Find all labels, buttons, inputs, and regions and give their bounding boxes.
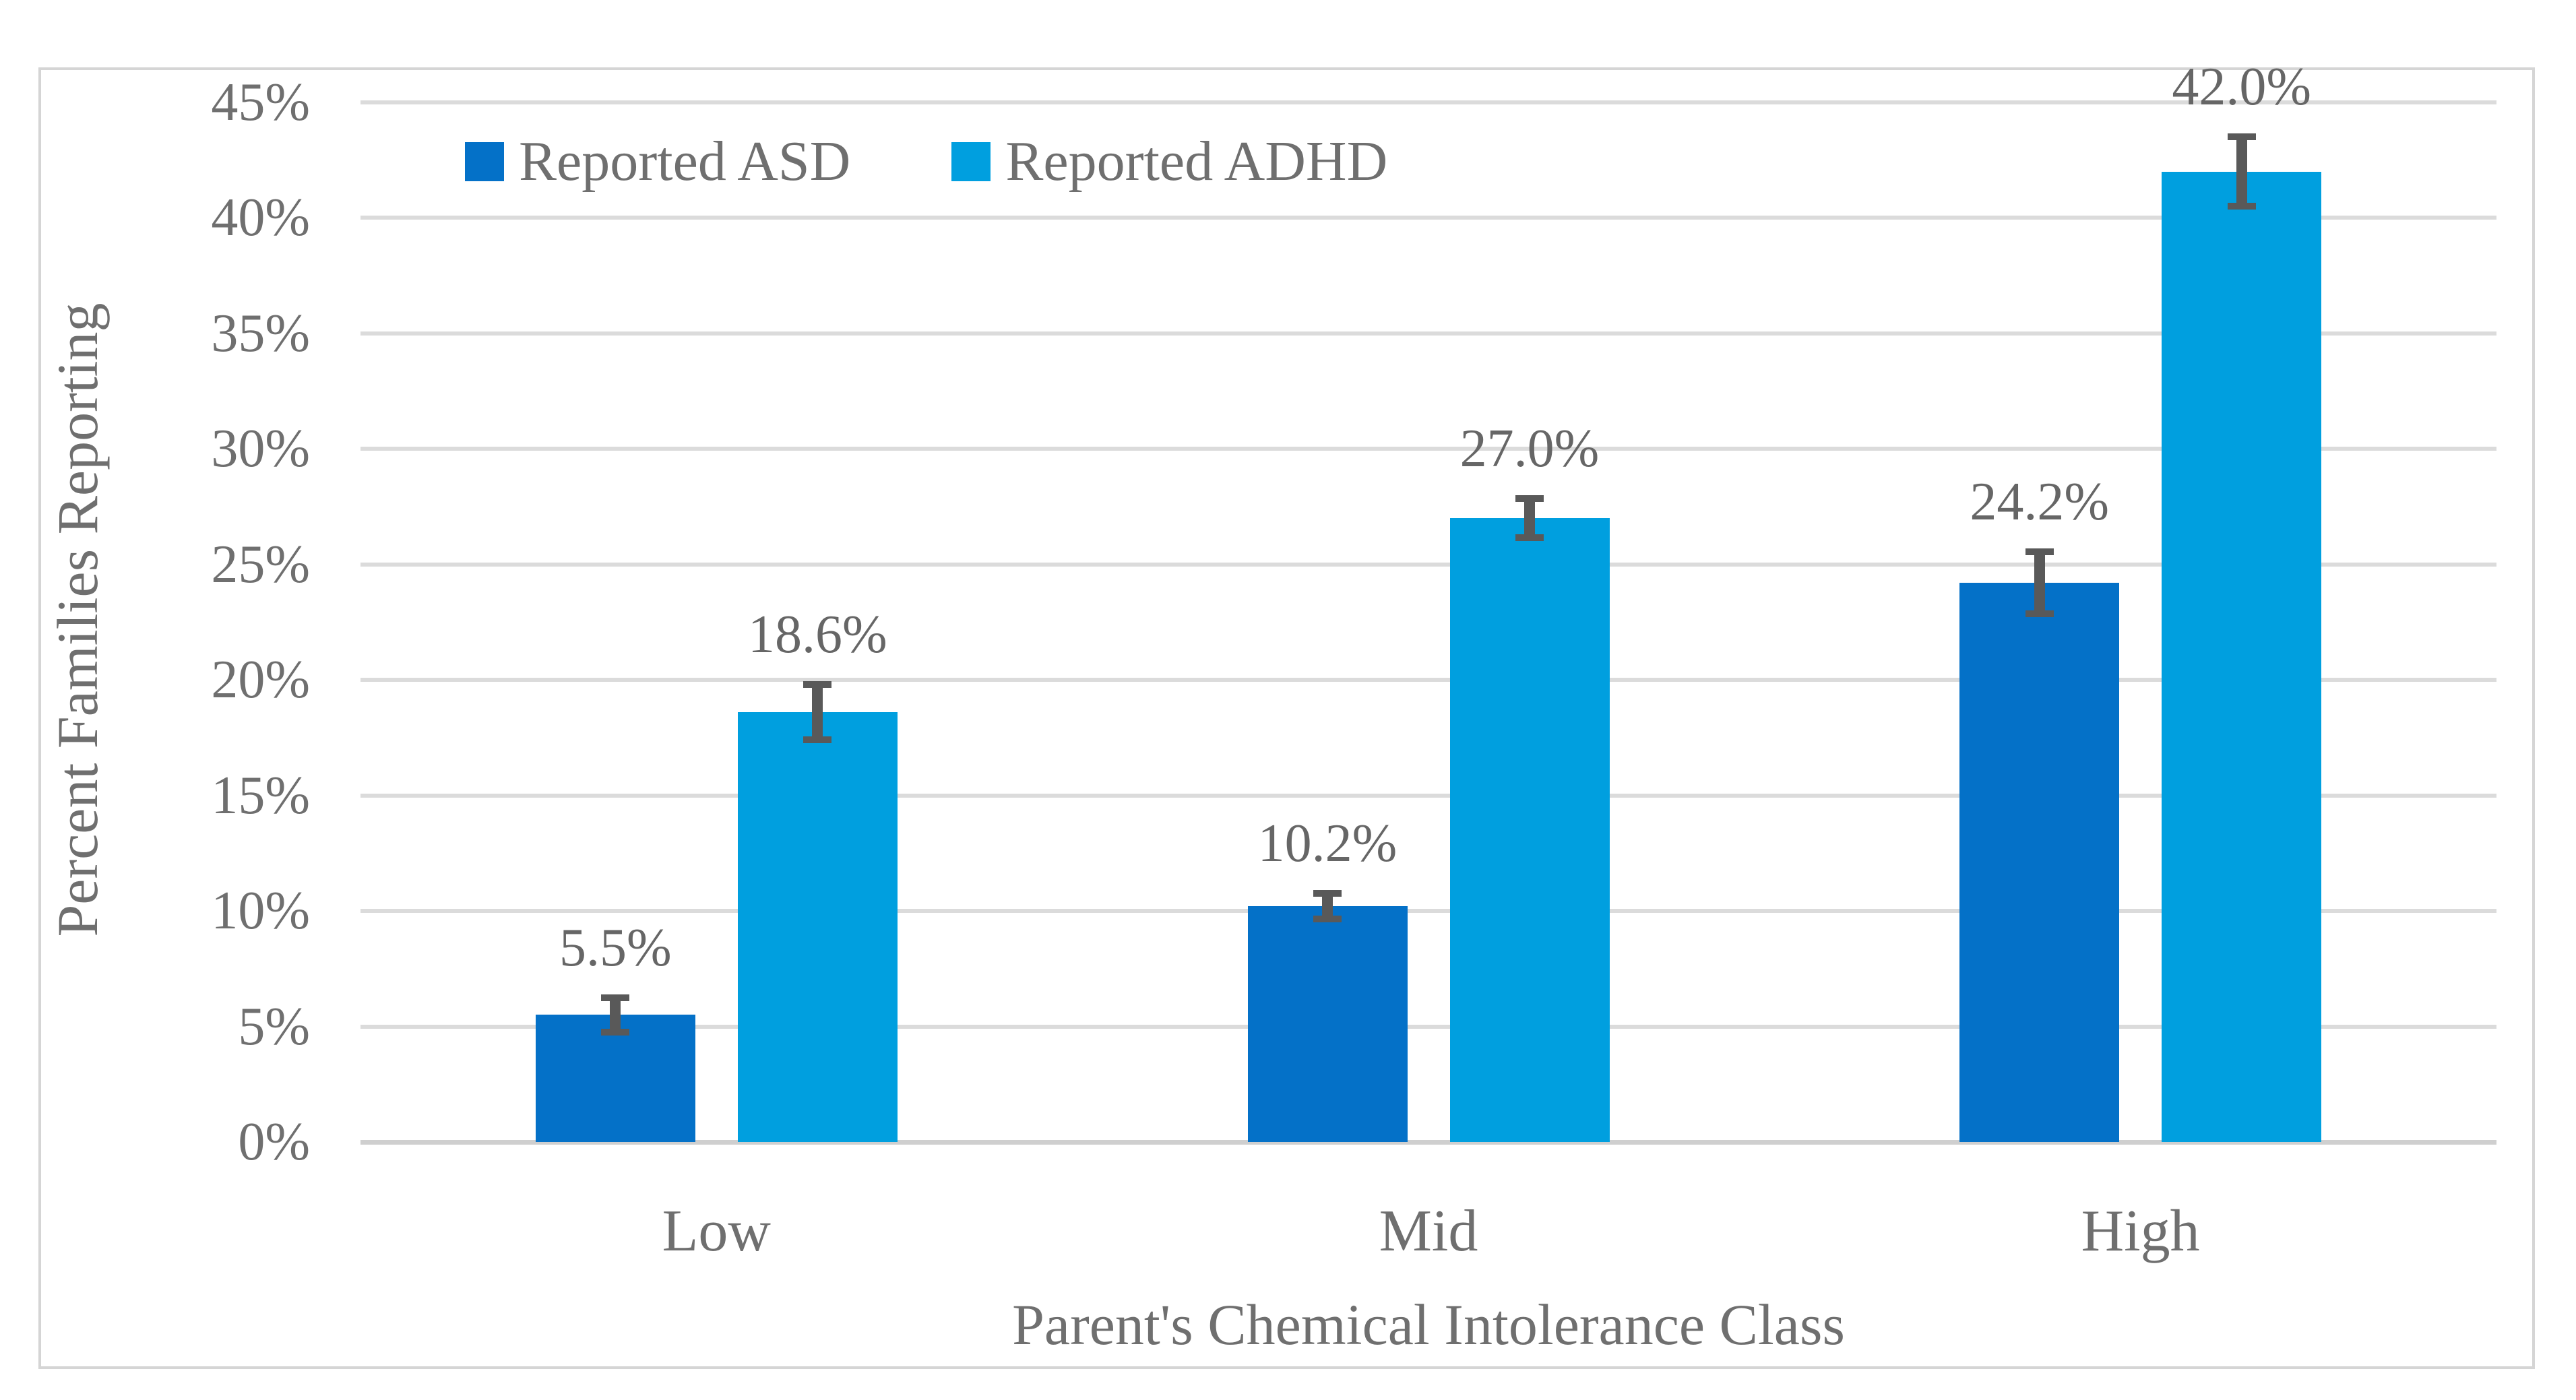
x-category-label-high: High xyxy=(2081,1199,2200,1264)
gridline-25 xyxy=(360,562,2496,567)
error-bar-cap-top xyxy=(803,681,832,689)
legend-label: Reported ASD xyxy=(519,130,851,193)
bar-reported-adhd-low xyxy=(737,712,898,1142)
legend-marker-icon xyxy=(951,142,991,181)
error-bar-cap-top xyxy=(2227,133,2256,141)
bar-reported-asd-low xyxy=(535,1015,695,1142)
gridline-0 xyxy=(360,1140,2496,1145)
error-bar-stem xyxy=(1524,499,1535,538)
x-category-label-mid: Mid xyxy=(1379,1199,1478,1264)
error-bar-cap-bottom xyxy=(601,1029,630,1036)
gridline-30 xyxy=(360,447,2496,451)
error-bar-stem xyxy=(610,997,621,1033)
y-tick-label: 20% xyxy=(211,650,310,710)
bar-reported-asd-mid xyxy=(1247,906,1408,1142)
gridline-10 xyxy=(360,909,2496,914)
y-tick-label: 10% xyxy=(211,881,310,941)
y-tick-label: 0% xyxy=(238,1112,310,1172)
error-bar-cap-top xyxy=(1313,890,1342,897)
y-tick-label: 25% xyxy=(211,534,310,594)
legend-item-reported-adhd: Reported ADHD xyxy=(951,129,1387,194)
error-bar-cap-bottom xyxy=(803,736,832,744)
error-bar-stem xyxy=(812,685,823,740)
error-bar-cap-top xyxy=(601,994,630,1001)
legend-marker-icon xyxy=(465,142,504,181)
gridline-40 xyxy=(360,216,2496,220)
error-bar-cap-bottom xyxy=(1515,534,1544,542)
x-category-label-low: Low xyxy=(662,1199,771,1264)
error-bar-stem xyxy=(2034,551,2045,614)
error-bar-cap-bottom xyxy=(2227,203,2256,210)
legend-label: Reported ADHD xyxy=(1005,130,1388,193)
gridline-5 xyxy=(360,1024,2496,1029)
gridline-45 xyxy=(360,100,2496,104)
y-tick-label: 45% xyxy=(211,73,310,132)
bar-reported-adhd-mid xyxy=(1449,518,1610,1142)
data-label: 24.2% xyxy=(1970,472,2109,532)
data-label: 27.0% xyxy=(1459,419,1600,479)
y-tick-label: 30% xyxy=(211,419,310,479)
error-bar-cap-top xyxy=(1515,495,1544,503)
y-tick-label: 40% xyxy=(211,188,310,248)
error-bar-stem xyxy=(1322,893,1333,920)
data-label: 10.2% xyxy=(1257,814,1397,874)
legend: Reported ASD Reported ADHD xyxy=(465,129,1387,194)
gridline-15 xyxy=(360,793,2496,798)
legend-item-reported-asd: Reported ASD xyxy=(465,129,850,194)
y-tick-label: 5% xyxy=(238,996,310,1056)
gridline-35 xyxy=(360,331,2496,336)
bar-reported-adhd-high xyxy=(2162,171,2322,1142)
error-bar-cap-top xyxy=(2025,548,2054,555)
error-bar-cap-bottom xyxy=(1313,916,1342,923)
error-bar-cap-bottom xyxy=(2025,610,2054,618)
y-tick-label: 15% xyxy=(211,765,310,825)
x-axis-title: Parent's Chemical Intolerance Class xyxy=(1012,1292,1845,1357)
gridline-20 xyxy=(360,678,2496,682)
bar-reported-asd-high xyxy=(1959,583,2120,1142)
error-bar-stem xyxy=(2236,137,2247,207)
data-label: 5.5% xyxy=(559,918,672,978)
data-label: 18.6% xyxy=(748,605,887,665)
y-axis-title: Percent Families Reporting xyxy=(45,303,110,937)
data-label: 42.0% xyxy=(2172,57,2311,117)
y-tick-label: 35% xyxy=(211,303,310,363)
